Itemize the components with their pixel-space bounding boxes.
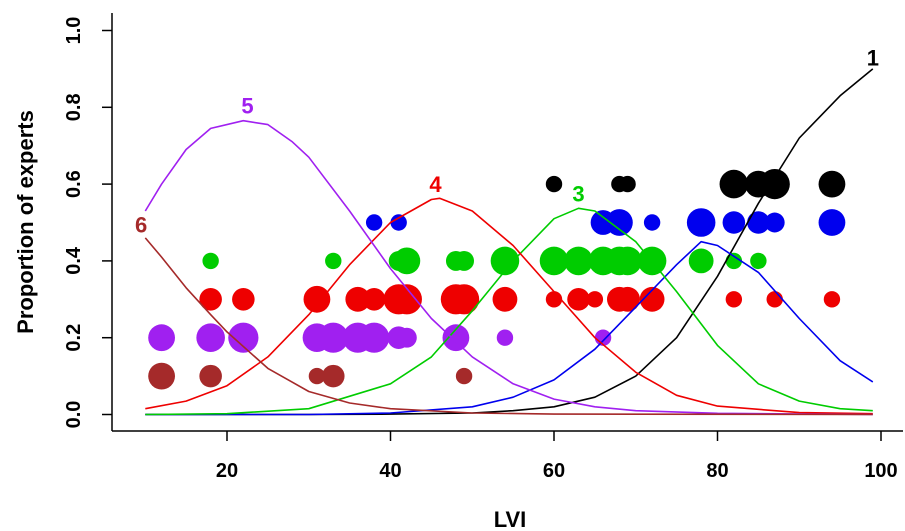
- points-layer: [148, 168, 846, 390]
- data-point-series-4: [766, 291, 783, 308]
- data-point-series-5: [196, 323, 225, 352]
- data-point-series-3: [490, 246, 520, 276]
- data-point-series-2: [747, 211, 770, 234]
- data-point-series-4: [448, 284, 480, 315]
- data-point-series-2: [365, 214, 383, 231]
- x-ticks: 20 40 60 80 100: [216, 431, 898, 482]
- curve-series-3: [145, 207, 873, 416]
- data-point-series-4: [303, 285, 331, 313]
- curve-label-4: 4: [429, 172, 442, 197]
- data-point-series-4: [639, 286, 665, 312]
- data-point-series-1: [759, 168, 790, 200]
- data-point-series-4: [391, 284, 422, 315]
- data-point-series-5: [148, 324, 175, 352]
- data-point-series-3: [613, 246, 642, 276]
- y-ticks: 0.0 0.2 0.4 0.6 0.8 1.0: [63, 17, 112, 429]
- data-point-series-6: [308, 367, 326, 385]
- data-point-series-5: [496, 329, 514, 346]
- data-point-series-2: [390, 214, 407, 231]
- data-point-series-2: [606, 209, 633, 236]
- data-point-series-4: [545, 291, 563, 308]
- data-point-series-5: [396, 327, 417, 348]
- data-point-series-4: [492, 286, 518, 312]
- data-point-series-5: [594, 329, 612, 346]
- data-point-series-4: [567, 288, 590, 311]
- curve-label-1: 1: [867, 45, 879, 70]
- data-point-series-3: [202, 252, 219, 270]
- data-point-series-4: [823, 291, 841, 308]
- data-point-series-5: [228, 322, 259, 353]
- data-point-series-5: [318, 322, 349, 353]
- data-point-series-1: [545, 175, 563, 193]
- y-tick-label: 0.8: [63, 93, 85, 121]
- curve-label-6: 6: [135, 212, 147, 237]
- x-tick-label: 20: [216, 460, 238, 482]
- data-point-series-2: [643, 214, 661, 231]
- data-point-series-3: [454, 250, 475, 271]
- y-tick-label: 0.2: [63, 324, 85, 352]
- curve-label-3: 3: [572, 182, 584, 207]
- y-tick-label: 1.0: [63, 17, 85, 45]
- data-point-series-2: [764, 212, 785, 233]
- data-point-series-3: [325, 252, 342, 270]
- data-point-series-4: [199, 288, 222, 311]
- y-axis-label: Proportion of experts: [13, 110, 38, 334]
- curve-label-5: 5: [241, 93, 253, 118]
- x-tick-label: 60: [543, 460, 565, 482]
- curves-layer: [144, 68, 874, 416]
- data-point-series-3: [564, 246, 593, 276]
- y-tick-label: 0.0: [63, 401, 85, 429]
- data-point-series-4: [615, 286, 640, 312]
- data-point-series-1: [619, 175, 636, 193]
- data-point-series-5: [442, 324, 470, 352]
- data-point-series-3: [688, 248, 714, 274]
- x-tick-label: 40: [379, 460, 401, 482]
- y-tick-label: 0.4: [63, 246, 85, 275]
- data-point-series-6: [148, 362, 175, 390]
- data-point-series-3: [393, 247, 421, 275]
- data-point-series-1: [818, 170, 846, 198]
- data-point-series-6: [322, 364, 345, 388]
- axes: 20 40 60 80 100 0.0 0.2 0.4 0.6 0.8 1.0 LVI Propo…: [13, 13, 903, 531]
- curve-labels: 1 3 4 5 6: [135, 45, 879, 237]
- data-point-series-4: [725, 291, 743, 308]
- curve-series-2: [145, 240, 874, 416]
- data-point-series-4: [232, 288, 255, 311]
- x-tick-label: 100: [864, 460, 897, 482]
- y-tick-label: 0.6: [63, 170, 85, 198]
- data-point-series-2: [686, 208, 716, 237]
- data-point-series-4: [362, 288, 386, 311]
- x-tick-label: 80: [706, 460, 728, 482]
- x-axis-label: LVI: [494, 507, 527, 531]
- curve-series-5: [144, 119, 873, 416]
- data-point-series-3: [539, 246, 569, 276]
- data-point-series-3: [725, 252, 743, 270]
- data-point-series-2: [818, 209, 846, 236]
- data-point-series-6: [199, 364, 222, 388]
- data-point-series-4: [345, 286, 371, 312]
- data-point-series-3: [750, 252, 767, 270]
- curve-series-6: [144, 237, 873, 416]
- data-point-series-1: [719, 169, 749, 199]
- data-point-series-6: [455, 367, 473, 385]
- data-point-series-4: [586, 291, 604, 308]
- data-point-series-5: [359, 322, 390, 353]
- data-point-series-2: [722, 211, 746, 234]
